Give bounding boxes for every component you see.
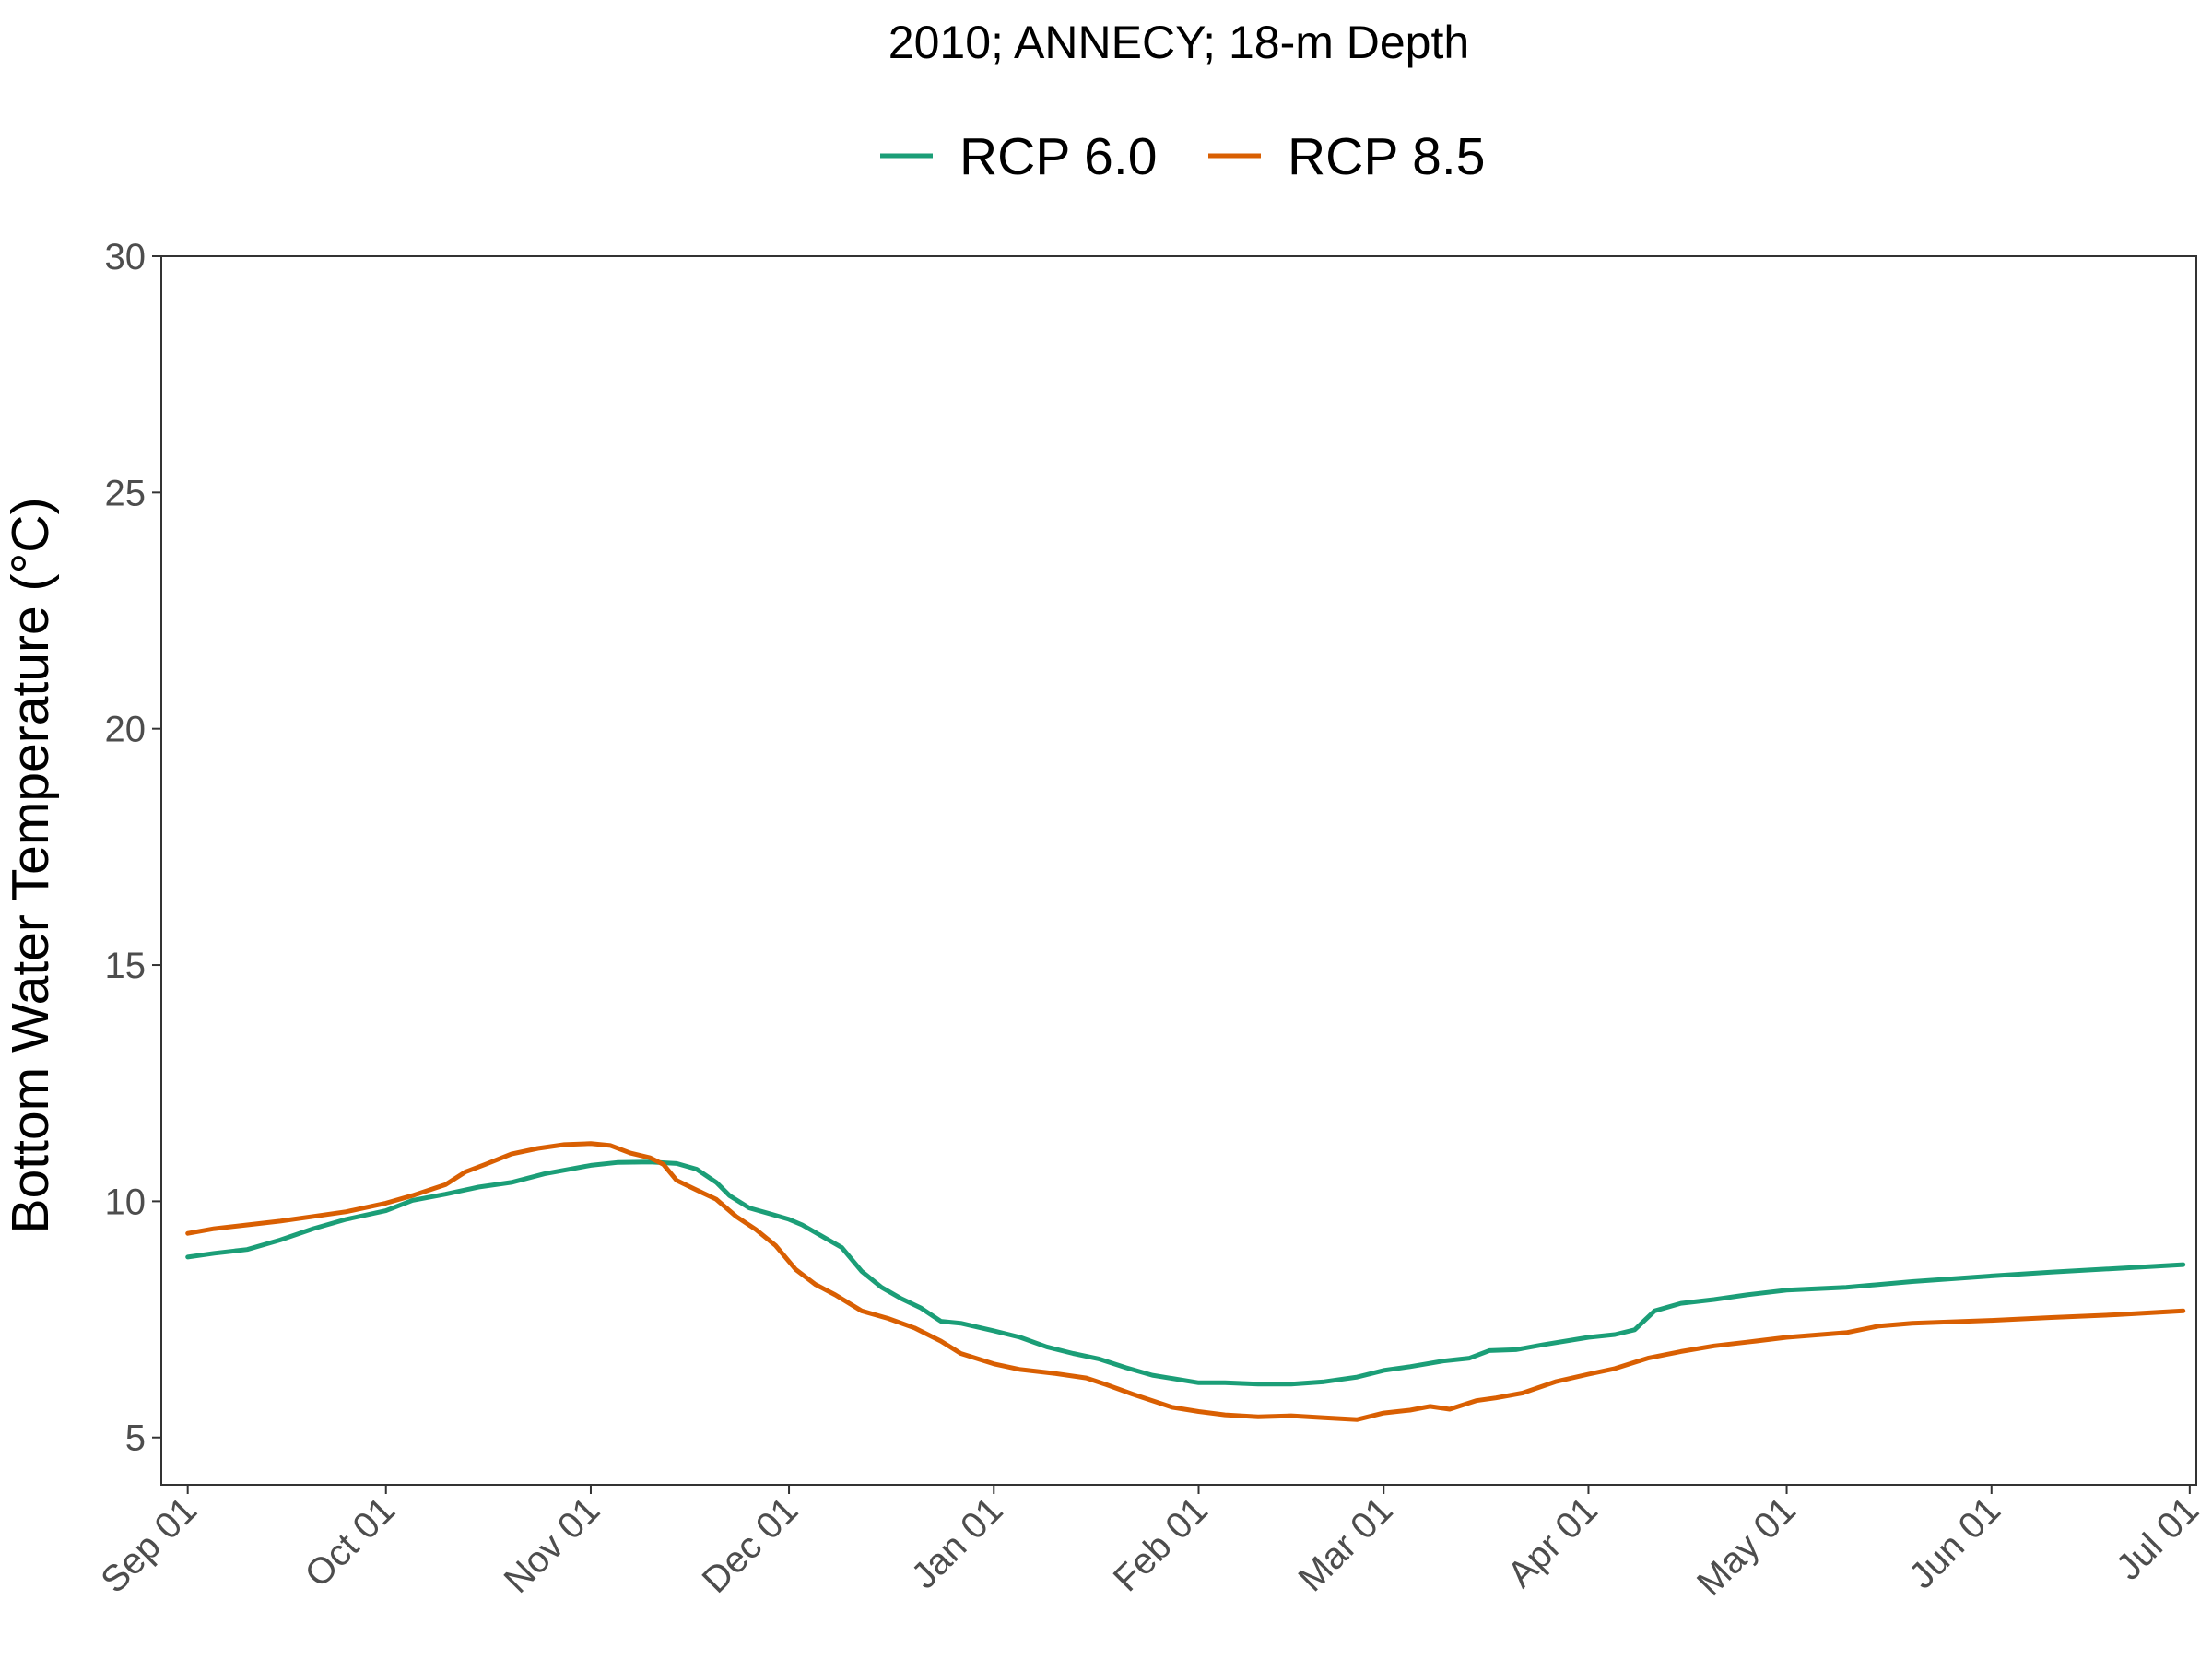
y-tick-label: 20 — [105, 710, 147, 750]
y-tick-label: 30 — [105, 237, 147, 277]
series-layer — [185, 1141, 2186, 1422]
legend-label-rcp-6-0: RCP 6.0 — [959, 127, 1157, 186]
series-line-rcp-8-5 — [185, 1141, 2186, 1422]
series-line-rcp-6-0 — [185, 1159, 2186, 1387]
y-tick-label: 5 — [125, 1418, 146, 1459]
legend-label-rcp-8-5: RCP 8.5 — [1288, 127, 1485, 186]
y-tick-label: 15 — [105, 946, 147, 986]
plot-panel-border — [160, 255, 2197, 1486]
y-tick-label: 10 — [105, 1182, 147, 1222]
y-axis: 5 10 15 20 25 30 — [105, 237, 161, 1459]
y-axis-title-group: Bottom Water Temperature (°C) — [1, 498, 60, 1234]
y-tick-label: 25 — [105, 473, 147, 513]
chart-title: 2010; ANNECY; 18-m Depth — [888, 17, 1469, 68]
y-axis-title: Bottom Water Temperature (°C) — [1, 498, 60, 1234]
legend: RCP 6.0 RCP 8.5 — [880, 127, 1485, 186]
